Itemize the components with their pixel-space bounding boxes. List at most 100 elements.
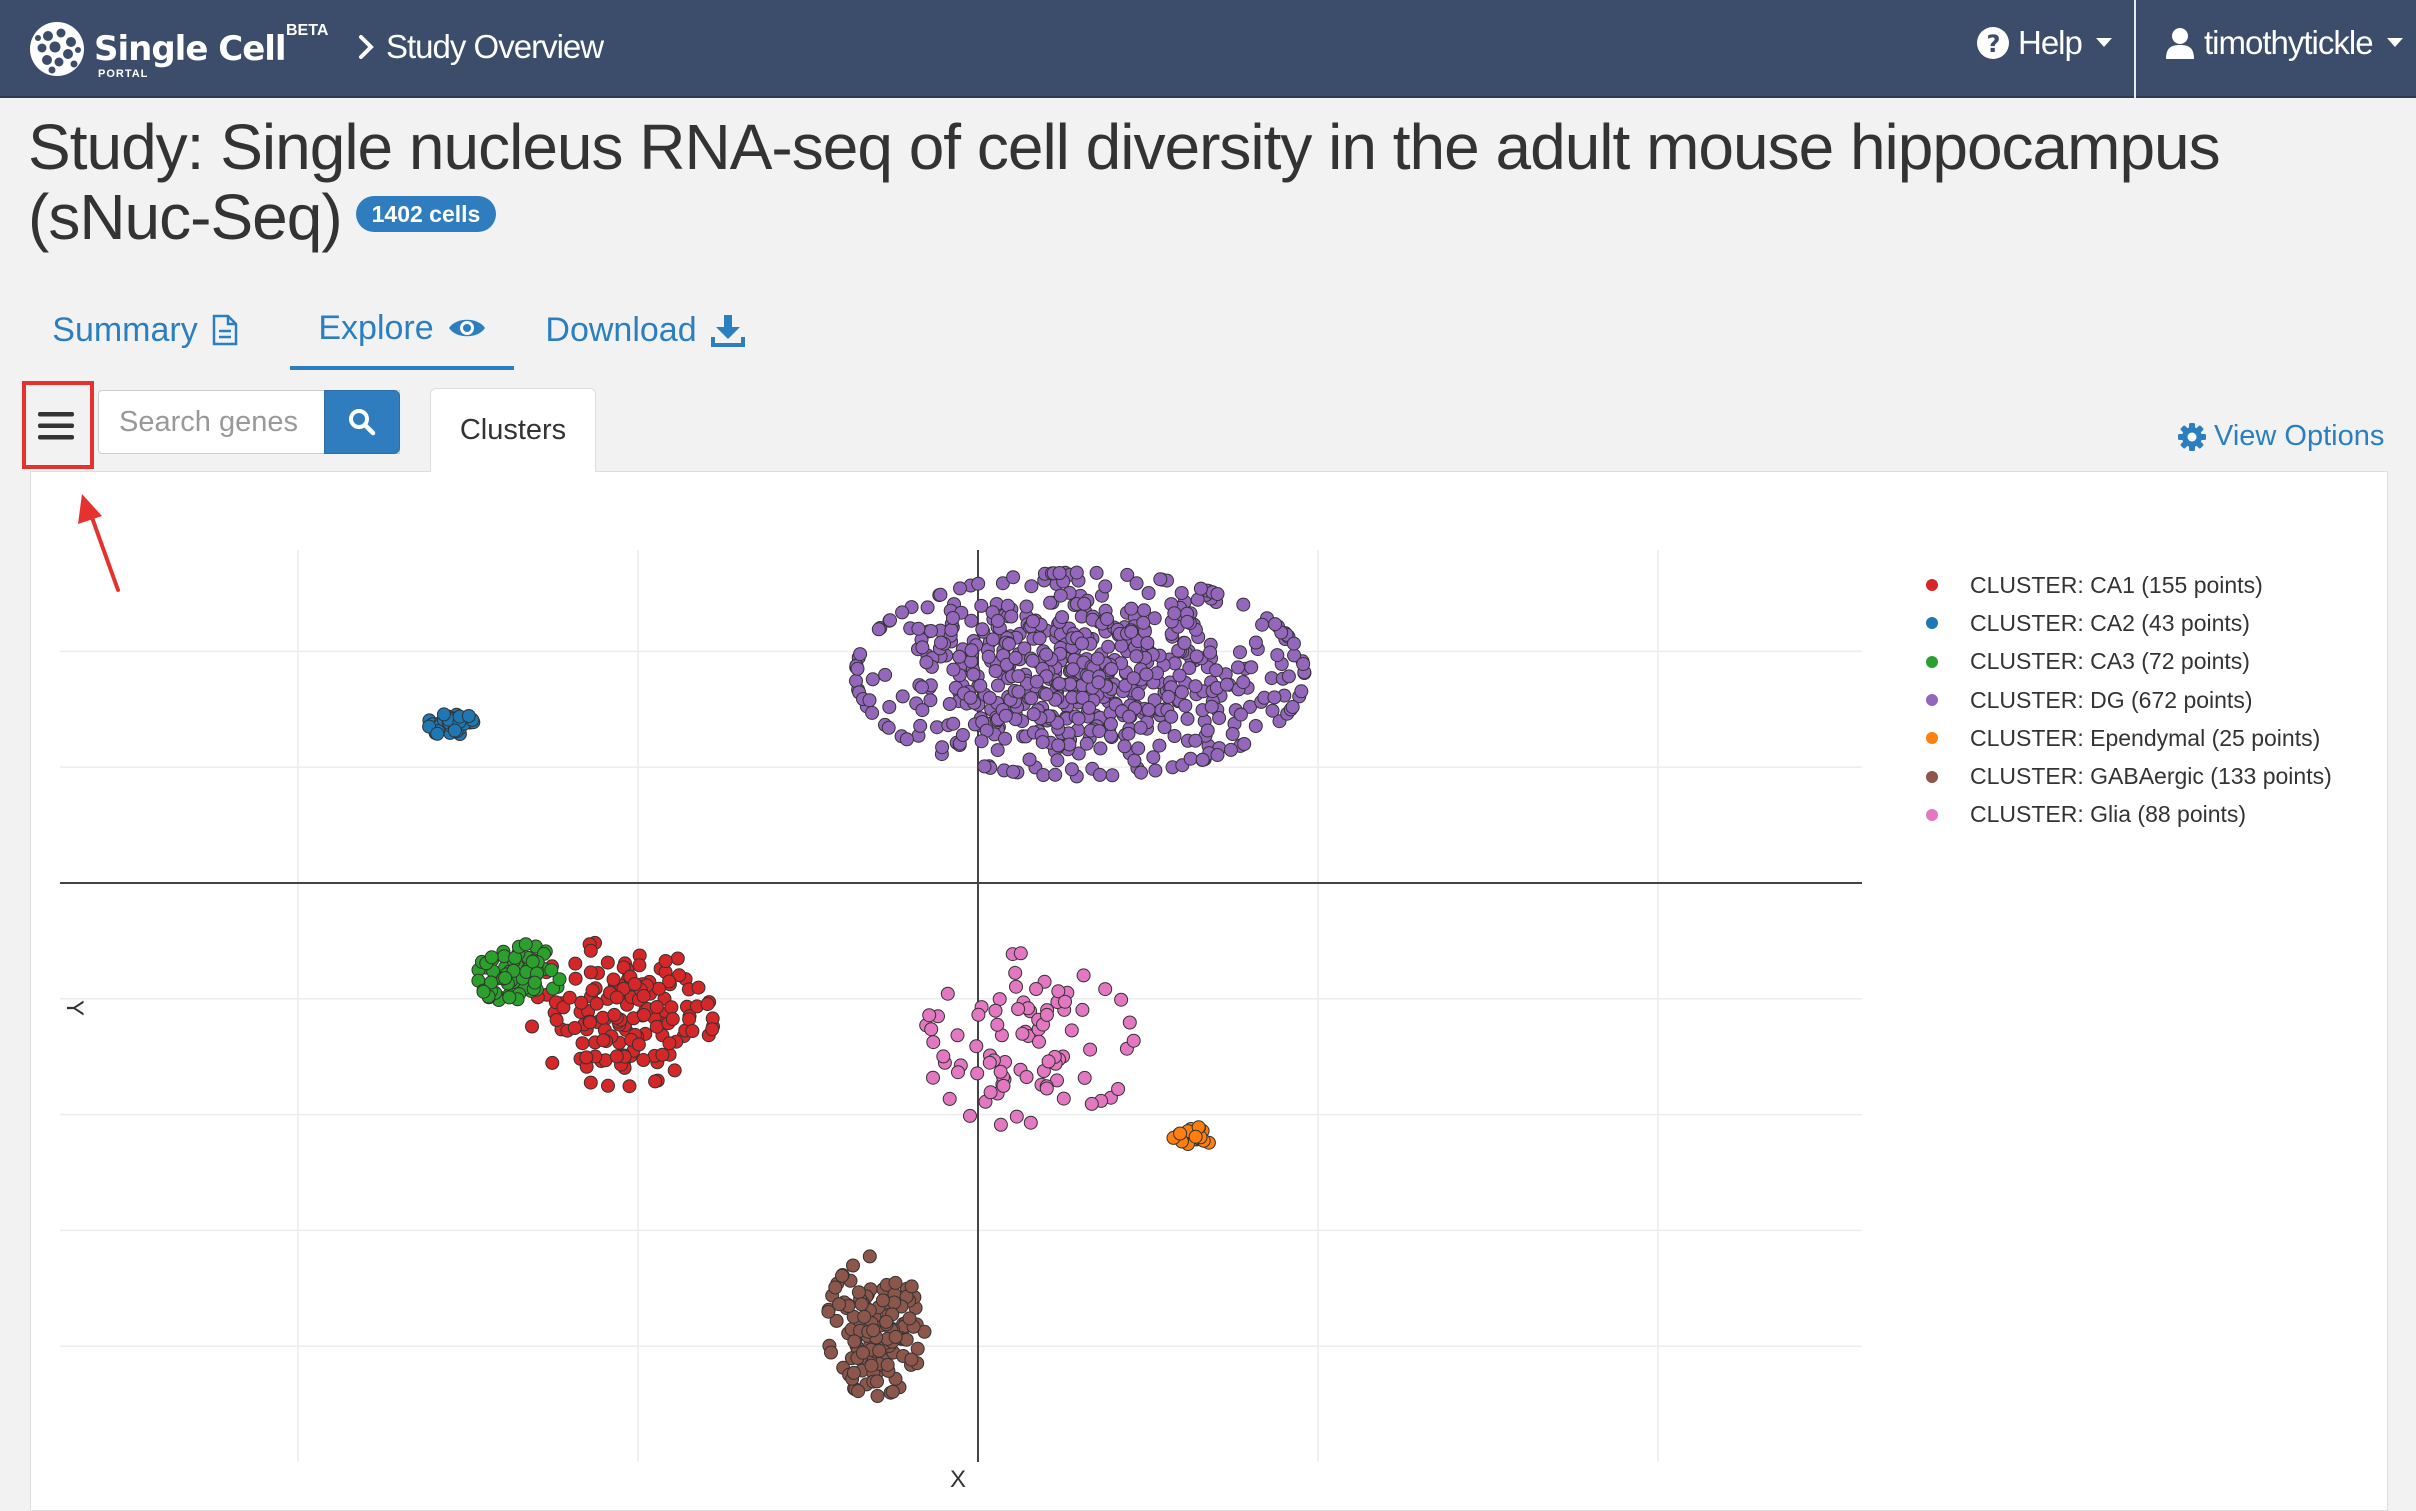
- data-point: [616, 960, 631, 975]
- brand-title: Single Cell: [94, 29, 287, 69]
- data-point: [1103, 717, 1118, 731]
- series-6: [919, 946, 1141, 1132]
- data-point: [1141, 586, 1156, 600]
- view-options-button[interactable]: View Options: [2178, 420, 2384, 453]
- data-point: [1100, 612, 1114, 626]
- data-point: [636, 1053, 651, 1067]
- caret-down-icon: [2095, 38, 2112, 47]
- data-point: [1204, 699, 1219, 714]
- legend-swatch: [1926, 770, 1938, 783]
- data-point: [1173, 1126, 1188, 1141]
- data-point: [940, 986, 955, 1001]
- tab-clusters[interactable]: Clusters: [430, 388, 596, 472]
- data-point: [1077, 596, 1092, 611]
- data-point: [649, 1019, 664, 1034]
- help-label: Help: [2018, 24, 2083, 61]
- data-point: [1178, 698, 1193, 713]
- data-point: [1270, 648, 1285, 663]
- data-point: [1141, 702, 1156, 717]
- data-point: [926, 1070, 940, 1085]
- legend-item[interactable]: CLUSTER: Ependymal (25 points): [1922, 719, 2332, 757]
- data-point: [1082, 700, 1097, 715]
- data-point: [853, 647, 868, 662]
- data-point: [998, 708, 1013, 723]
- data-point: [995, 576, 1010, 591]
- series-1: [422, 707, 481, 741]
- series-4: [1166, 1120, 1216, 1151]
- data-point: [832, 1297, 847, 1312]
- data-point: [1043, 595, 1058, 610]
- data-point: [1161, 689, 1176, 704]
- legend-item[interactable]: CLUSTER: GABAergic (133 points): [1922, 757, 2332, 795]
- data-point: [990, 613, 1005, 628]
- data-point: [953, 581, 967, 596]
- data-point: [1286, 636, 1301, 651]
- data-point: [691, 980, 706, 995]
- legend-label: CLUSTER: CA3 (72 points): [1970, 648, 2250, 675]
- tab-explore[interactable]: Explore: [290, 290, 514, 370]
- data-point: [636, 989, 651, 1003]
- data-point: [1050, 1073, 1064, 1088]
- data-point: [914, 680, 929, 695]
- data-point: [821, 1304, 836, 1319]
- legend-item[interactable]: CLUSTER: CA2 (43 points): [1922, 604, 2332, 642]
- data-point: [1006, 764, 1021, 779]
- user-icon: [2166, 28, 2194, 59]
- x-axis-label: X: [950, 1466, 967, 1493]
- cluster-scatter-plot[interactable]: [60, 550, 1862, 1462]
- data-point: [1019, 599, 1034, 614]
- gene-search-button[interactable]: [324, 390, 400, 454]
- data-point: [567, 1021, 582, 1035]
- toggle-search-panel-button[interactable]: [28, 390, 84, 462]
- data-point: [1183, 751, 1198, 766]
- legend-item[interactable]: CLUSTER: Glia (88 points): [1922, 796, 2332, 834]
- data-point: [1200, 723, 1215, 738]
- data-point: [835, 1268, 849, 1283]
- data-point: [1064, 762, 1079, 777]
- help-dropdown[interactable]: ? Help: [1976, 24, 2112, 62]
- y-axis-label: Y: [61, 999, 89, 1017]
- data-point: [1075, 690, 1090, 705]
- data-point: [936, 1049, 951, 1064]
- tab-download[interactable]: Download: [530, 290, 760, 370]
- legend-item[interactable]: CLUSTER: CA1 (155 points): [1922, 566, 2332, 604]
- data-point: [1093, 741, 1108, 756]
- data-point: [1296, 657, 1311, 671]
- data-point: [930, 720, 944, 735]
- data-point: [670, 951, 685, 966]
- brand-link[interactable]: Single Cell PORTAL BETA: [28, 18, 328, 80]
- tab-summary[interactable]: Summary: [30, 290, 260, 370]
- data-point: [920, 600, 935, 615]
- data-point: [857, 1309, 872, 1324]
- data-point: [1182, 661, 1197, 675]
- data-point: [942, 697, 957, 711]
- data-point: [1180, 614, 1195, 629]
- data-point: [648, 1074, 663, 1089]
- data-point: [1092, 724, 1107, 739]
- data-point: [545, 1055, 560, 1070]
- legend-swatch: [1926, 617, 1938, 630]
- legend-item[interactable]: CLUSTER: CA3 (72 points): [1922, 643, 2332, 681]
- legend-item[interactable]: CLUSTER: DG (672 points): [1922, 681, 2332, 719]
- data-point: [651, 981, 666, 996]
- data-point: [1039, 1081, 1054, 1096]
- data-point: [1019, 1070, 1034, 1084]
- data-point: [1039, 687, 1054, 702]
- data-point: [988, 1003, 1003, 1018]
- data-point: [682, 1012, 697, 1027]
- data-point: [946, 662, 961, 677]
- data-point: [1236, 675, 1251, 690]
- data-point: [919, 655, 934, 670]
- data-point: [607, 1007, 622, 1022]
- data-point: [1174, 586, 1189, 600]
- breadcrumb[interactable]: Study Overview: [358, 28, 604, 66]
- data-point: [944, 623, 959, 637]
- data-point: [1075, 1002, 1090, 1017]
- data-point: [1015, 1026, 1030, 1041]
- data-point: [1126, 671, 1141, 686]
- data-point: [1133, 720, 1148, 735]
- chevron-right-icon: [359, 35, 374, 59]
- user-dropdown[interactable]: timothytickle: [2166, 24, 2403, 62]
- data-point: [993, 1117, 1008, 1132]
- data-point: [855, 1345, 870, 1360]
